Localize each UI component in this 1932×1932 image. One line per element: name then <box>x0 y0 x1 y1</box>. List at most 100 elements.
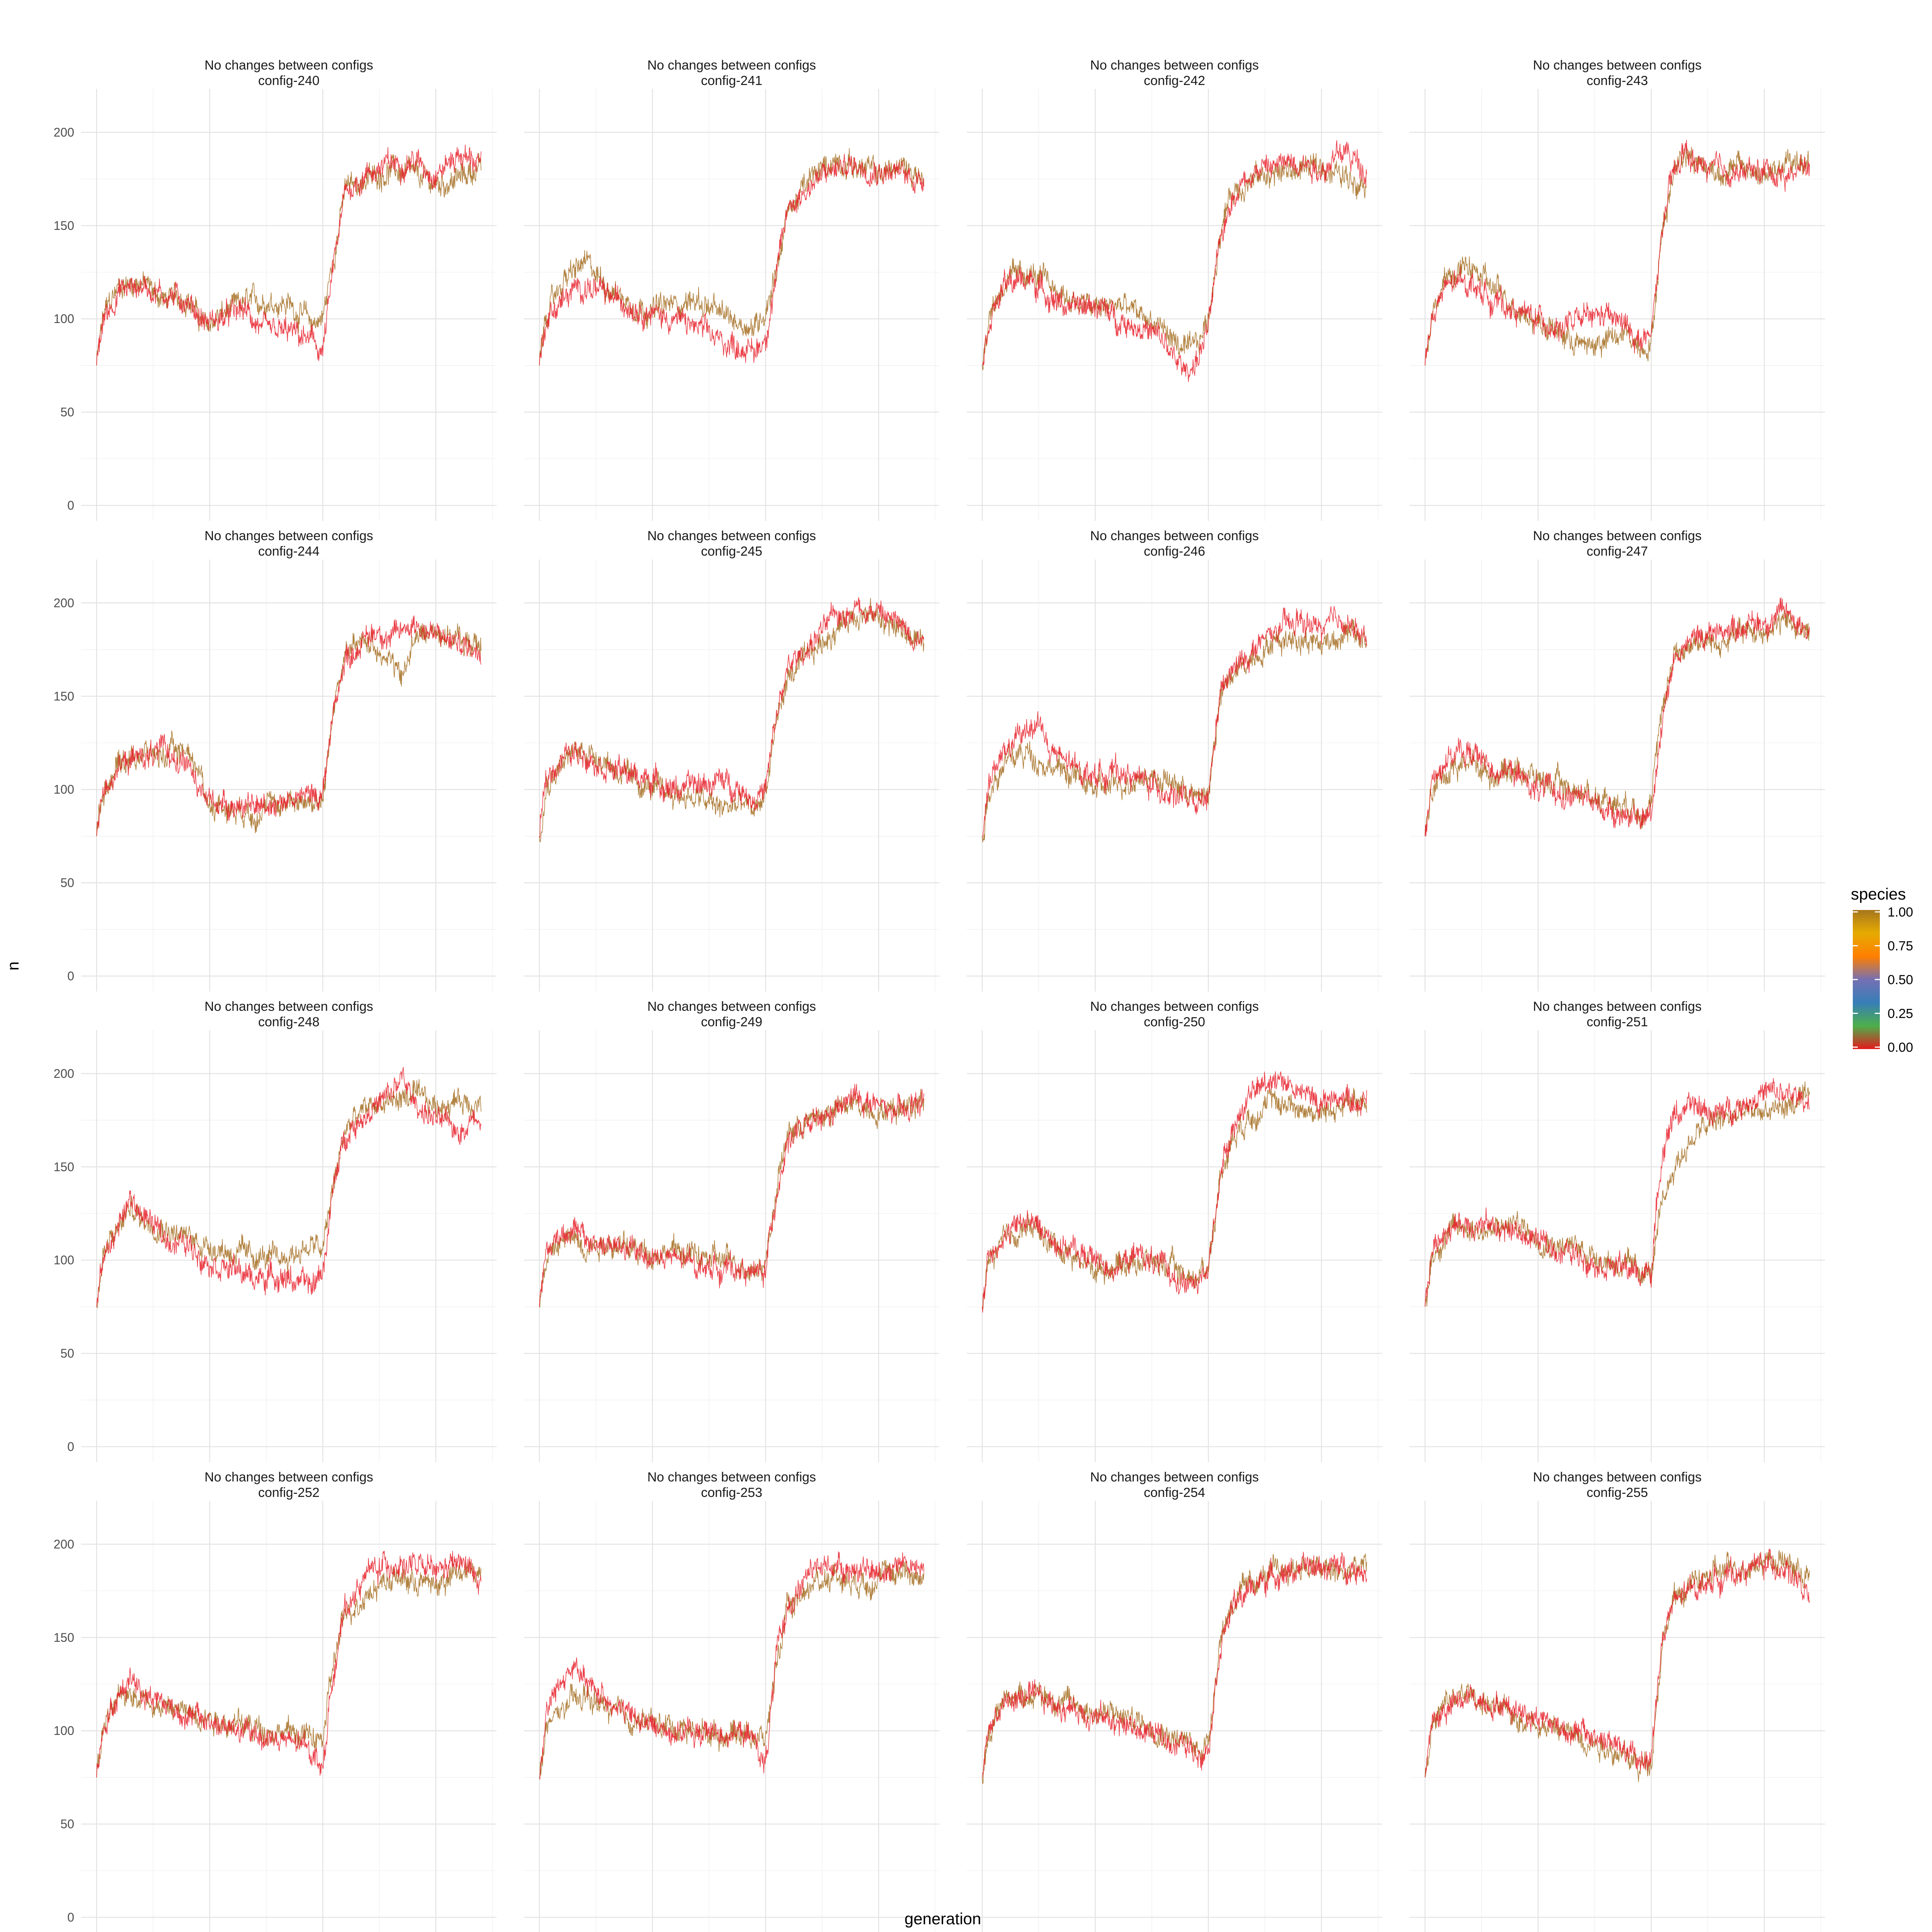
y-tick-label: 150 <box>54 689 74 703</box>
legend-tick-label: 1.00 <box>1888 905 1913 920</box>
y-tick-label: 200 <box>54 1066 74 1080</box>
facet-title: No changes between configs <box>647 58 816 73</box>
facet-panel: No changes between configsconfig-2550500… <box>1410 1470 1825 1932</box>
facet-subtitle: config-244 <box>258 544 320 559</box>
series-species-1-line <box>96 153 481 366</box>
series-species-1-line <box>96 1560 481 1777</box>
legend-tick-label: 0.25 <box>1888 1007 1913 1021</box>
facet-subtitle: config-240 <box>258 73 320 88</box>
facet-panel: No changes between configsconfig-2540500… <box>967 1470 1382 1932</box>
y-tick-label: 150 <box>54 1631 74 1645</box>
facet-subtitle: config-243 <box>1587 73 1648 88</box>
series-species-0-line <box>96 145 481 366</box>
series-species-0-line <box>96 1067 481 1307</box>
facet-title: No changes between configs <box>1090 58 1259 73</box>
facet-subtitle: config-249 <box>701 1015 762 1029</box>
legend-tick-label: 0.00 <box>1888 1040 1913 1055</box>
facet-subtitle: config-245 <box>701 544 762 559</box>
facet-subtitle: config-241 <box>701 73 762 88</box>
facet-title: No changes between configs <box>204 1470 373 1485</box>
y-tick-label: 50 <box>60 876 74 890</box>
y-tick-label: 200 <box>54 125 74 139</box>
y-tick-label: 100 <box>54 312 74 326</box>
series-species-0-line <box>1425 139 1810 366</box>
facet-title: No changes between configs <box>1533 58 1702 73</box>
series-species-0-line <box>1425 597 1810 837</box>
facet-title: No changes between configs <box>1090 999 1259 1014</box>
y-axis-title: n <box>4 961 22 970</box>
y-tick-label: 0 <box>67 498 74 512</box>
series-species-1-line <box>539 598 924 842</box>
facet-panels: No changes between configsconfig-2400501… <box>54 58 1825 1932</box>
series-species-0-line <box>96 615 481 836</box>
legend-tick-label: 0.75 <box>1888 939 1913 954</box>
facet-panel: No changes between configsconfig-2530500… <box>524 1470 939 1932</box>
series-species-1-line <box>539 1560 924 1778</box>
facet-title: No changes between configs <box>204 999 373 1014</box>
series-species-0-line <box>539 154 924 366</box>
series-species-1-line <box>1425 1081 1810 1307</box>
y-tick-label: 100 <box>54 1724 74 1738</box>
facet-subtitle: config-255 <box>1587 1485 1648 1500</box>
series-species-0-line <box>982 1071 1367 1313</box>
series-species-0-line <box>1425 1548 1810 1778</box>
series-species-1-line <box>539 1088 924 1308</box>
facet-subtitle: config-254 <box>1144 1485 1205 1500</box>
facet-title: No changes between configs <box>1533 1470 1702 1485</box>
facet-title: No changes between configs <box>1533 999 1702 1014</box>
y-tick-label: 100 <box>54 1253 74 1267</box>
facet-title: No changes between configs <box>1533 529 1702 543</box>
series-species-1-line <box>1425 609 1810 836</box>
y-tick-label: 150 <box>54 219 74 233</box>
y-tick-label: 100 <box>54 782 74 796</box>
series-species-1-line <box>982 1553 1367 1784</box>
facet-subtitle: config-248 <box>258 1015 320 1029</box>
series-species-0-line <box>539 1084 924 1307</box>
facet-subtitle: config-251 <box>1587 1015 1648 1029</box>
y-tick-label: 200 <box>54 596 74 610</box>
y-tick-label: 0 <box>67 969 74 983</box>
series-species-1-line <box>1425 146 1810 366</box>
facet-subtitle: config-246 <box>1144 544 1205 559</box>
facet-title: No changes between configs <box>1090 1470 1259 1485</box>
facet-title: No changes between configs <box>204 529 373 543</box>
series-species-0-line <box>982 1552 1367 1777</box>
y-tick-label: 150 <box>54 1160 74 1174</box>
facet-title: No changes between configs <box>204 58 373 73</box>
series-species-0-line <box>1425 1078 1810 1307</box>
facet-title: No changes between configs <box>647 1470 816 1485</box>
legend-tick-label: 0.50 <box>1888 973 1913 987</box>
legend-title: species <box>1851 885 1906 903</box>
facet-title: No changes between configs <box>1090 529 1259 543</box>
facet-subtitle: config-250 <box>1144 1015 1205 1029</box>
series-species-1-line <box>982 153 1367 371</box>
y-tick-label: 0 <box>67 1440 74 1454</box>
species-legend: species 1.00 0.75 0.50 0.25 0.00 <box>1851 885 1913 1055</box>
y-tick-label: 50 <box>60 405 74 419</box>
legend-tick-labels: 1.00 0.75 0.50 0.25 0.00 <box>1853 905 1913 1055</box>
series-species-0-line <box>982 606 1367 838</box>
series-species-0-line <box>96 1551 481 1777</box>
y-tick-label: 50 <box>60 1817 74 1831</box>
series-species-0-line <box>539 597 924 838</box>
facet-subtitle: config-247 <box>1587 544 1648 559</box>
series-species-1-line <box>96 623 481 836</box>
series-species-1-line <box>982 619 1367 843</box>
y-tick-label: 50 <box>60 1347 74 1361</box>
facet-title: No changes between configs <box>647 999 816 1014</box>
y-tick-label: 200 <box>54 1537 74 1551</box>
facet-subtitle: config-252 <box>258 1485 320 1500</box>
series-species-0-line <box>982 140 1367 382</box>
